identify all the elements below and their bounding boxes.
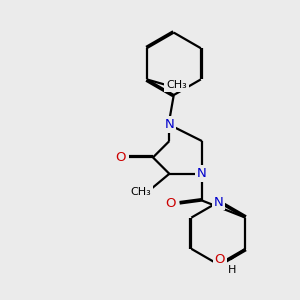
Text: H: H xyxy=(228,265,236,275)
Text: CH₃: CH₃ xyxy=(166,80,187,90)
Text: N: N xyxy=(197,167,207,180)
Text: O: O xyxy=(215,253,225,266)
Text: N: N xyxy=(214,196,223,208)
Text: N: N xyxy=(164,118,174,131)
Text: O: O xyxy=(166,197,176,210)
Text: CH₃: CH₃ xyxy=(131,187,152,196)
Text: O: O xyxy=(115,151,125,164)
